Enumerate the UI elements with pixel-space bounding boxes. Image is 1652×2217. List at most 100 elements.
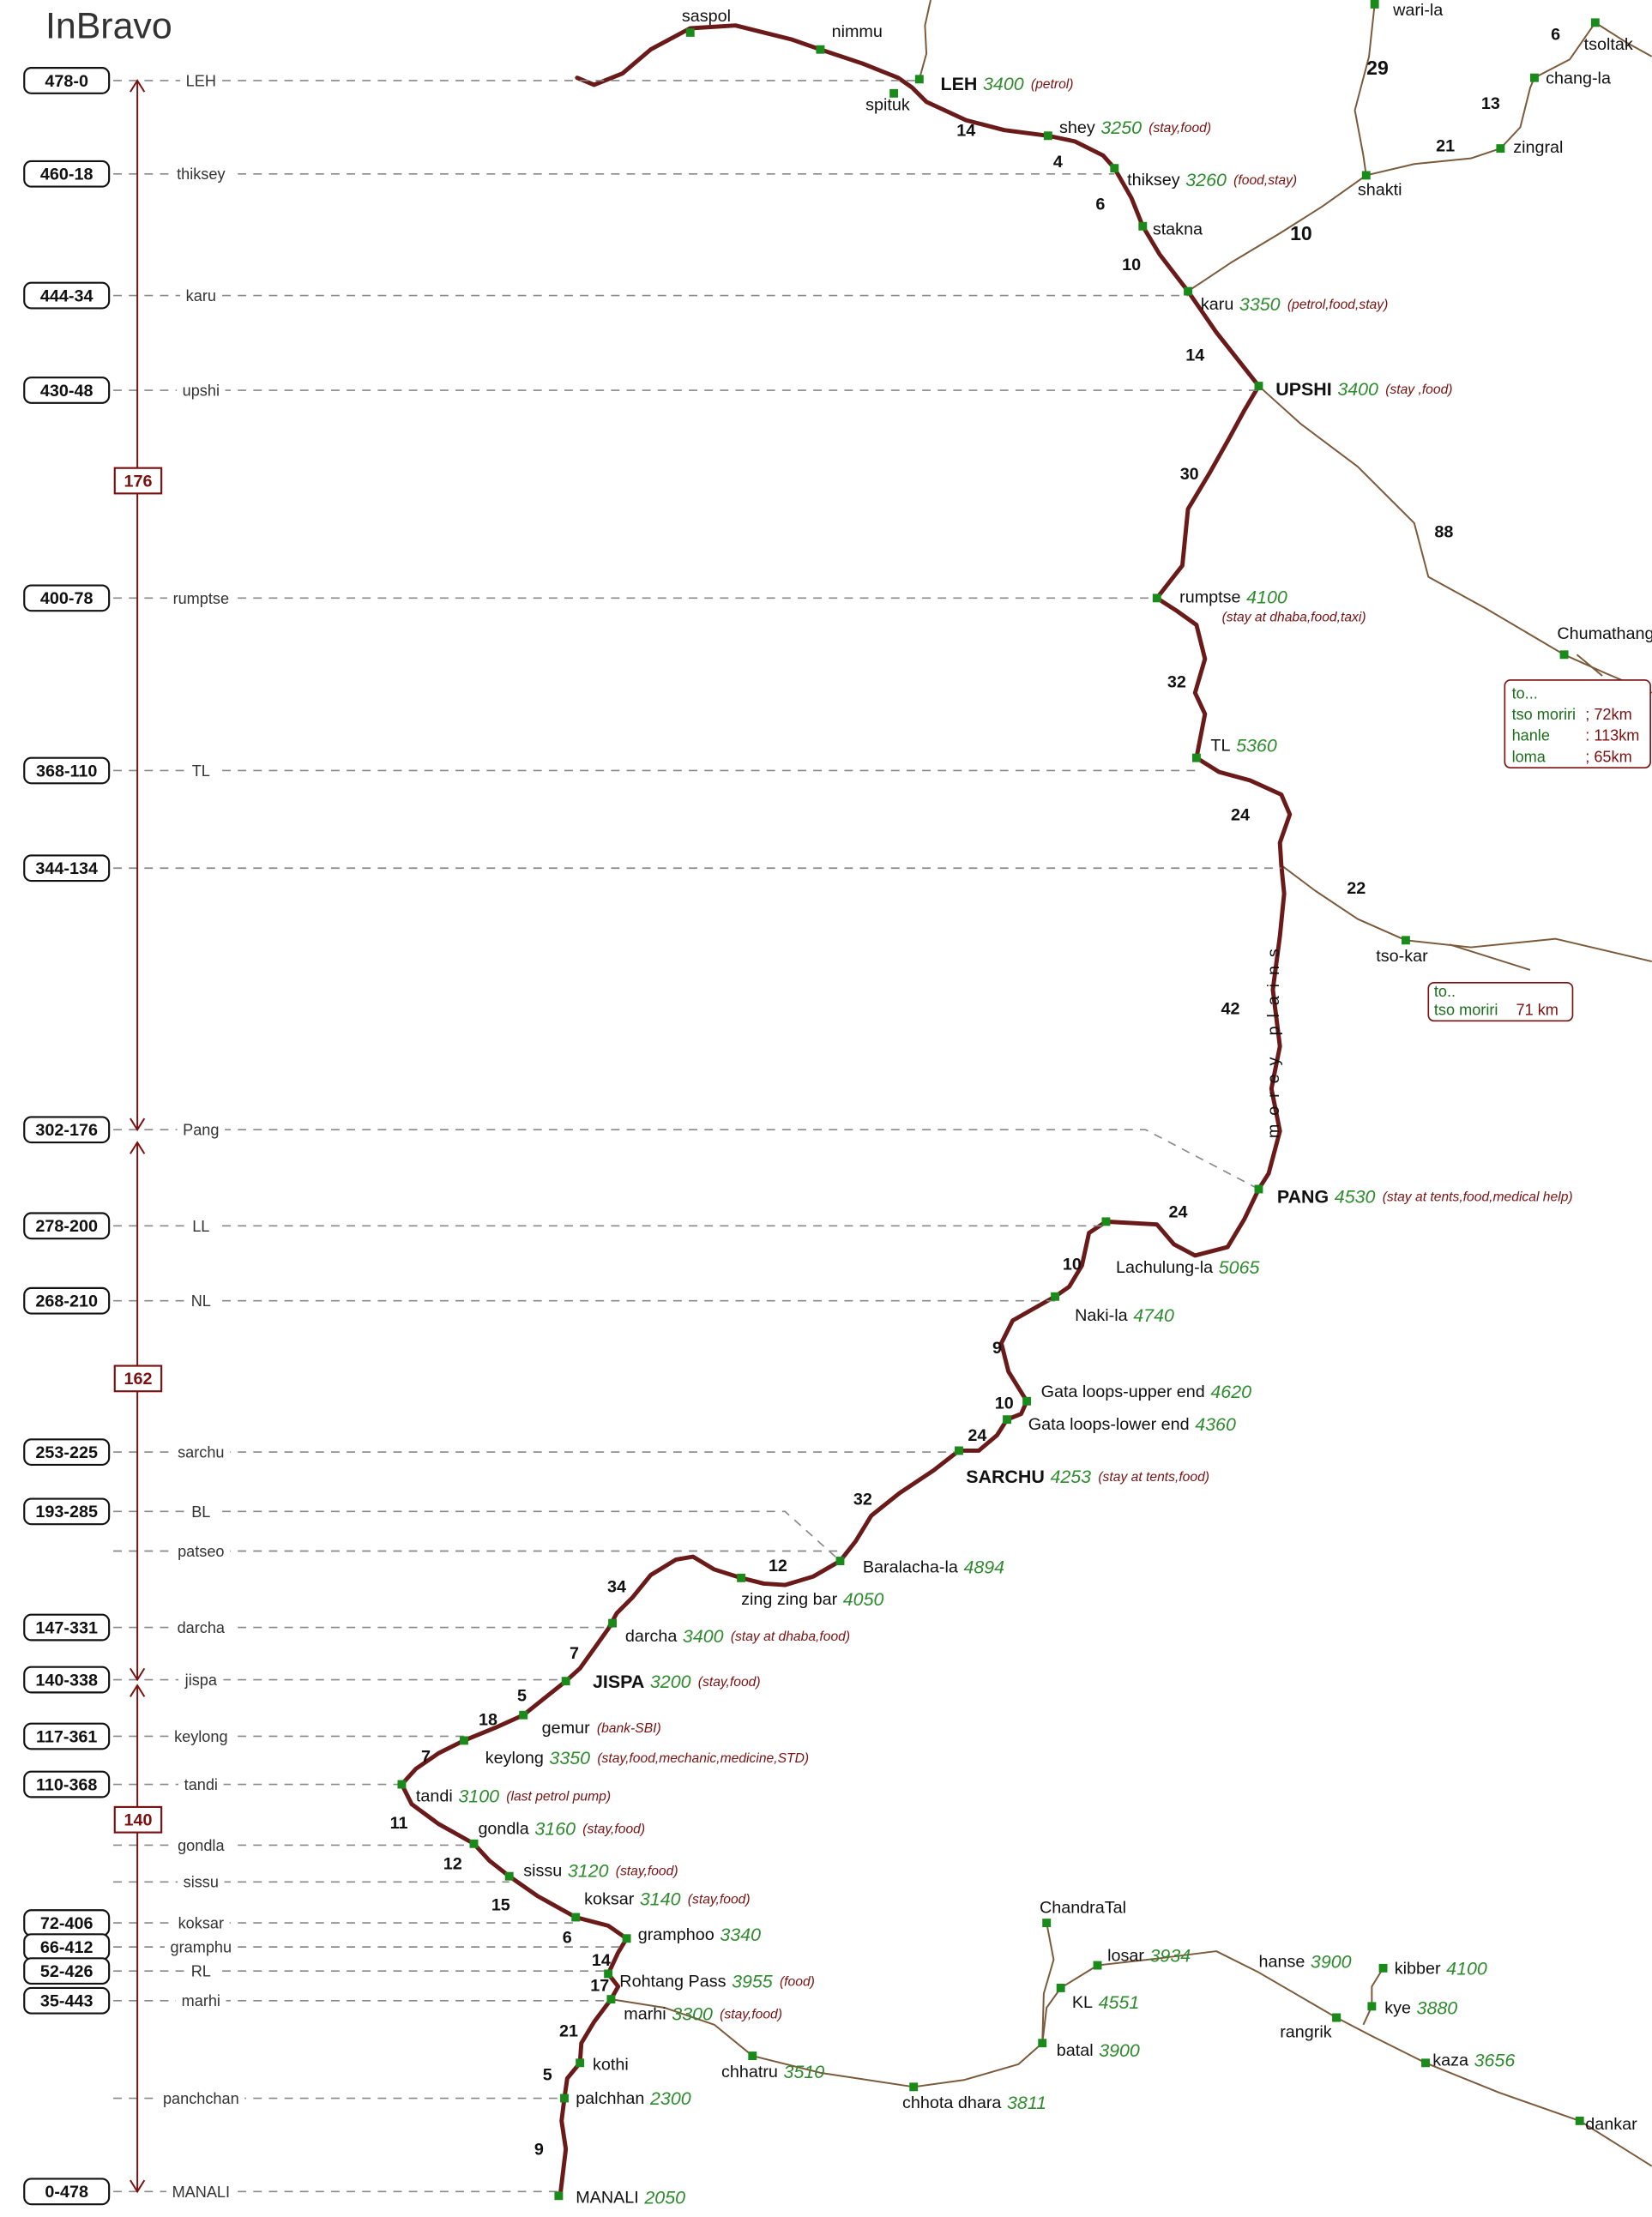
place-dot bbox=[816, 45, 825, 54]
segment-distance: 11 bbox=[390, 1814, 408, 1833]
label-bg bbox=[164, 1938, 238, 1956]
km-box bbox=[23, 854, 111, 883]
arrow-head bbox=[130, 1684, 146, 1697]
place-dot bbox=[1022, 1396, 1032, 1406]
segment-distance: 15 bbox=[491, 1896, 510, 1915]
place-dot bbox=[1038, 2039, 1047, 2048]
place-label: PANG 4530 (stay at tents,food,medical help… bbox=[1277, 1186, 1573, 1207]
place-dot bbox=[1332, 2013, 1341, 2022]
segment-distance: 14 bbox=[956, 122, 975, 141]
place-dot bbox=[1138, 221, 1148, 231]
side-road bbox=[1354, 3, 1376, 176]
place-elevation: 4530 bbox=[1335, 1186, 1376, 1207]
place-name: MANALI bbox=[576, 2189, 639, 2208]
place-name: thiksey bbox=[1127, 171, 1180, 190]
marker-place: tandi bbox=[184, 1776, 218, 1793]
place-name: Gata loops-lower end bbox=[1028, 1415, 1190, 1434]
arrow-head bbox=[130, 2179, 146, 2194]
place-elevation: 2050 bbox=[643, 2187, 685, 2208]
place-label: stakna bbox=[1153, 220, 1203, 239]
km-label: 253-225 bbox=[35, 1443, 98, 1462]
place-name: palchhan bbox=[576, 2089, 644, 2108]
place-name: kye bbox=[1384, 1999, 1411, 2018]
marker-place: LL bbox=[192, 1218, 209, 1235]
place-label: Baralacha-la 4894 bbox=[863, 1557, 1004, 1577]
place-name: zing zing bar bbox=[741, 1590, 837, 1609]
arrow-head bbox=[130, 1141, 146, 1154]
km-box bbox=[23, 1722, 111, 1750]
place-label: LEH 3400 (petrol) bbox=[941, 74, 1074, 94]
place-label: JISPA 3200 (stay,food) bbox=[593, 1671, 761, 1691]
place-label: Rohtang Pass 3955 (food) bbox=[619, 1971, 815, 1991]
place-dot bbox=[397, 1780, 407, 1789]
place-label: kaza 3656 bbox=[1432, 2050, 1515, 2070]
place-dot bbox=[737, 1573, 746, 1582]
place-label: karu 3350 (petrol,food,stay) bbox=[1201, 294, 1388, 315]
place-name: losar bbox=[1107, 1947, 1144, 1966]
segment-distance: 9 bbox=[992, 1339, 1002, 1358]
place-dot bbox=[1367, 2002, 1377, 2011]
place-dot bbox=[835, 1557, 845, 1565]
km-box bbox=[23, 377, 111, 404]
info-box bbox=[1504, 679, 1651, 769]
place-elevation: 3350 bbox=[1239, 294, 1281, 315]
marker-place: Pang bbox=[183, 1122, 219, 1139]
place-label: tsoltak bbox=[1584, 35, 1633, 54]
place-dot bbox=[914, 75, 924, 84]
place-label: Gata loops-lower end 4360 bbox=[1028, 1413, 1236, 1434]
place-elevation: 3200 bbox=[650, 1671, 691, 1691]
span-label: 162 bbox=[124, 1370, 152, 1389]
place-label: batal 3900 bbox=[1057, 2040, 1140, 2061]
place-note: (bank-SBI) bbox=[597, 1721, 661, 1736]
place-elevation: 3510 bbox=[784, 2061, 825, 2081]
place-name: rumptse bbox=[1179, 588, 1240, 607]
place-name: JISPA bbox=[593, 1671, 644, 1691]
place-dot bbox=[1401, 936, 1410, 945]
place-dot bbox=[1043, 131, 1052, 141]
segment-distance: 21 bbox=[1436, 137, 1455, 156]
place-elevation: 4740 bbox=[1133, 1305, 1174, 1326]
segment-distance: 30 bbox=[1180, 465, 1199, 484]
info-text: 71 km bbox=[1516, 1002, 1559, 1019]
label-bg bbox=[177, 1121, 226, 1139]
marker-place: keylong bbox=[174, 1728, 227, 1745]
place-note: (stay,food,mechanic,medicine,STD) bbox=[597, 1751, 809, 1766]
segment-distance: 10 bbox=[1290, 222, 1312, 244]
km-label: 193-285 bbox=[35, 1503, 98, 1521]
label-bg bbox=[166, 589, 235, 607]
label-bg bbox=[166, 2183, 236, 2201]
km-box bbox=[23, 1116, 111, 1144]
place-label: Gata loops-upper end 4620 bbox=[1041, 1382, 1252, 1402]
km-box bbox=[23, 1770, 111, 1798]
place-elevation: 3656 bbox=[1474, 2050, 1516, 2070]
km-label: 268-210 bbox=[35, 1292, 98, 1311]
place-label: sissu 3120 (stay,food) bbox=[523, 1860, 678, 1881]
place-note: (petrol,food,stay) bbox=[1287, 298, 1388, 312]
segment-distance: 24 bbox=[968, 1426, 986, 1445]
km-box bbox=[23, 756, 111, 785]
km-box bbox=[23, 1212, 111, 1240]
place-name: UPSHI bbox=[1275, 379, 1331, 400]
segment-distance: 22 bbox=[1347, 879, 1366, 898]
span-box bbox=[113, 1805, 163, 1834]
place-name: chang-la bbox=[1546, 69, 1611, 88]
place-name: TL bbox=[1210, 737, 1230, 756]
place-name: Gata loops-upper end bbox=[1041, 1383, 1205, 1401]
marker-place: darcha bbox=[178, 1619, 226, 1636]
place-elevation: 3140 bbox=[640, 1889, 681, 1909]
place-name: PANG bbox=[1277, 1186, 1329, 1207]
marker-place: karu bbox=[186, 287, 216, 304]
place-name: shey bbox=[1059, 118, 1095, 137]
segment-distance: 32 bbox=[853, 1490, 872, 1509]
place-name: saspol bbox=[682, 7, 731, 26]
place-label: UPSHI 3400 (stay ,food) bbox=[1275, 379, 1452, 400]
place-dot bbox=[1254, 382, 1263, 391]
segment-distance: 13 bbox=[1481, 94, 1500, 113]
place-elevation: 3300 bbox=[672, 2003, 713, 2024]
place-dot bbox=[622, 1934, 631, 1943]
km-box bbox=[23, 1666, 111, 1694]
segment-distance: 6 bbox=[563, 1928, 572, 1947]
place-name: Baralacha-la bbox=[863, 1558, 958, 1577]
place-note: (stay ,food) bbox=[1385, 383, 1452, 397]
